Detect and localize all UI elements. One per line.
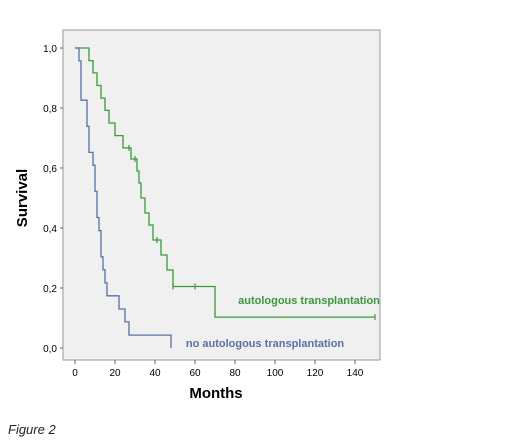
y-tick-label: 0,8 (43, 104, 57, 115)
x-tick-label: 0 (72, 368, 78, 379)
x-tick-label: 80 (229, 368, 241, 379)
y-axis-label: Survival (14, 169, 31, 227)
series-label-autologous: autologous transplantation (238, 295, 380, 307)
series-layer (75, 47, 376, 348)
figure-caption: Figure 2 (8, 422, 56, 437)
series-line-no-autologous (75, 47, 172, 348)
survival-chart: 0,0 0,2 0,4 0,6 0,8 1,0 0 20 40 60 80 100 120 140 aut… (14, 29, 381, 402)
series-line-autologous (75, 47, 375, 318)
y-tick-label: 0,0 (43, 344, 57, 355)
x-tick-label: 120 (307, 368, 324, 379)
series-labels: autologous transplantation no autologous … (186, 295, 380, 350)
series-label-no-autologous: no autologous transplantation (186, 338, 345, 350)
x-tick-label: 100 (267, 368, 284, 379)
plot-area (62, 29, 381, 361)
x-tick-label: 40 (149, 368, 161, 379)
x-tick-label: 60 (189, 368, 201, 379)
y-tick-label: 0,2 (43, 284, 57, 295)
y-tick-label: 0,4 (43, 224, 57, 235)
y-tick-label: 1,0 (43, 44, 57, 55)
x-tick-label: 140 (347, 368, 364, 379)
x-axis-label: Months (189, 385, 242, 402)
axes: 0,0 0,2 0,4 0,6 0,8 1,0 0 20 40 60 80 100 120 140 (43, 44, 364, 379)
x-tick-label: 20 (109, 368, 121, 379)
y-tick-label: 0,6 (43, 164, 57, 175)
